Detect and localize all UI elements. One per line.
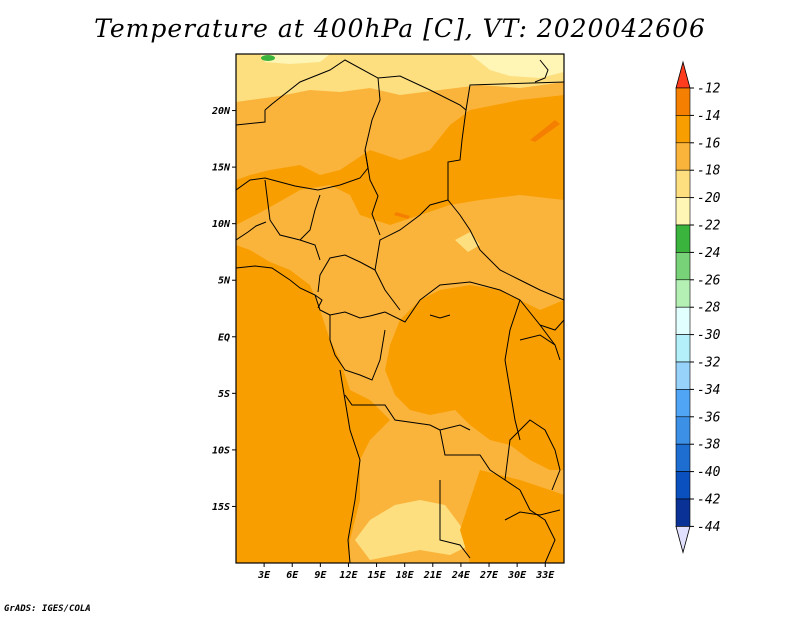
map-frame [235,53,565,564]
lon-tick-label: 30E [507,570,527,581]
colorbar-label: -38 [697,438,721,453]
colorbar-segment [675,443,691,472]
colorbar-label: -28 [697,301,721,316]
colorbar-label: -12 [697,82,721,97]
lon-tick-label: 24E [451,570,471,581]
colorbar-segment [675,252,691,281]
country-borders [236,59,564,563]
lon-tick-label: 9E [314,570,327,581]
colorbar-label: -36 [697,410,721,425]
colorbar-label: -30 [697,328,721,343]
lon-tick-label: 18E [396,570,415,581]
colorbar-segment [675,361,691,390]
colorbar-label: -24 [697,246,720,261]
lat-tick-label: 5S [218,389,230,400]
colorbar-segment [675,389,691,418]
colorbar-segment [675,115,691,144]
colorbar-label: -22 [697,219,721,234]
colorbar-label: -26 [697,273,721,288]
colorbar-segment [675,197,691,226]
lon-tick-label: 27E [479,570,499,581]
colorbar-label: -40 [697,465,721,480]
colorbar-label: -42 [697,493,721,508]
grads-credit: GrADS: IGES/COLA [4,604,91,614]
lat-tick-label: 15N [212,163,231,174]
colorbar-label: -20 [697,191,721,206]
lat-tick-label: 10S [212,445,230,456]
lon-tick-label: 3E [257,570,271,581]
lon-tick-label: 6E [286,570,299,581]
latitude-axis: 20N 15N 10N 5N EQ 5S 10S 15S [211,106,236,513]
lon-tick-label: 12E [339,570,358,581]
colorbar-arrow-bottom [675,526,691,554]
colorbar-segment [675,416,691,445]
colorbar-label: -16 [697,136,721,151]
colorbar-segment [675,142,691,171]
lon-tick-label: 21E [423,570,443,581]
colorbar-label: -34 [697,383,720,398]
lon-tick-label: 33E [535,570,555,581]
temperature-field [236,54,564,563]
colorbar-segment [675,279,691,308]
colorbar-segment [675,471,691,500]
colorbar-label: -14 [697,109,720,124]
colorbar-segment [675,334,691,363]
colorbar-label: -32 [697,356,721,371]
lat-tick-label: 20N [211,106,231,117]
colorbar: -12 -14 -16 -18 -20 -22 -24 -26 -28 -30 -32 -34 -36 -… [675,60,721,554]
lat-tick-label: 5N [218,276,231,287]
colorbar-segment [675,224,691,253]
colorbar-label: -44 [697,520,720,535]
lat-tick-label: 15S [212,502,230,513]
lat-tick-label: 10N [212,219,231,230]
colorbar-label: -18 [697,164,721,179]
chart-title: Temperature at 400hPa [C], VT: 202004260… [94,14,706,43]
lat-tick-label: EQ [218,332,230,343]
colorbar-arrow-top [675,60,691,89]
lon-tick-label: 15E [368,570,387,581]
colorbar-segment [675,87,691,116]
colorbar-segment [675,306,691,335]
colorbar-segment [675,498,691,527]
colorbar-segment [675,169,691,198]
longitude-axis: 3E 6E 9E 12E 15E 18E 21E 24E 27E 30E 33E [257,563,555,581]
